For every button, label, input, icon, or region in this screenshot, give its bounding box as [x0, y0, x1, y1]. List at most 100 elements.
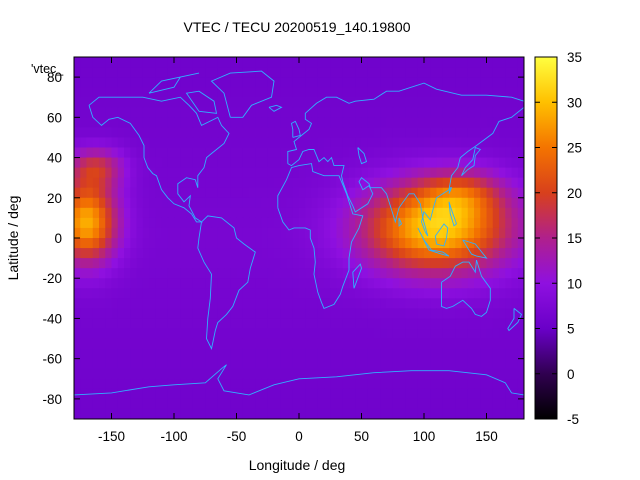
heatmap-cell [74, 227, 81, 239]
heatmap-cell [424, 137, 431, 148]
heatmap-cell [130, 157, 137, 169]
heatmap-cell [167, 67, 175, 78]
heatmap-cell [399, 308, 406, 319]
heatmap-cell [467, 338, 475, 350]
heatmap-cell [230, 318, 237, 329]
heatmap-cell [311, 117, 319, 128]
heatmap-cell [174, 338, 181, 350]
heatmap-cell [305, 167, 312, 179]
heatmap-cell [205, 77, 212, 88]
heatmap-cell [424, 328, 431, 340]
heatmap-cell [399, 67, 406, 78]
heatmap-cell [80, 217, 87, 229]
heatmap-cell [305, 388, 312, 400]
heatmap-cell [330, 318, 337, 329]
heatmap-cell [136, 207, 144, 219]
heatmap-cell [430, 227, 437, 239]
heatmap-cell [180, 197, 187, 209]
heatmap-cell [492, 298, 500, 309]
heatmap-cell [505, 398, 512, 410]
heatmap-cell [80, 137, 87, 148]
heatmap-cell [186, 298, 194, 309]
heatmap-cell [349, 328, 356, 340]
heatmap-cell [367, 127, 375, 138]
heatmap-cell [342, 87, 350, 98]
heatmap-cell [430, 127, 437, 138]
heatmap-cell [280, 177, 287, 189]
heatmap-cell [486, 388, 494, 400]
heatmap-cell [217, 197, 225, 209]
heatmap-cell [374, 137, 381, 148]
heatmap-cell [430, 117, 437, 128]
heatmap-cell [424, 358, 431, 370]
heatmap-cell [242, 57, 250, 68]
heatmap-cell [186, 408, 194, 420]
heatmap-cell [74, 117, 81, 128]
heatmap-cell [124, 348, 131, 360]
heatmap-cell [242, 238, 250, 249]
heatmap-cell [161, 227, 169, 239]
heatmap-cell [480, 87, 487, 98]
heatmap-cell [517, 368, 525, 380]
heatmap-cell [505, 227, 512, 239]
heatmap-cell [236, 258, 244, 269]
heatmap-cell [411, 298, 419, 309]
heatmap-cell [305, 127, 312, 138]
heatmap-cell [324, 157, 331, 169]
heatmap-cell [467, 408, 475, 420]
heatmap-cell [436, 227, 444, 239]
heatmap-cell [105, 278, 112, 289]
heatmap-cell [286, 408, 294, 420]
heatmap-cell [355, 157, 362, 169]
heatmap-cell [480, 368, 487, 380]
heatmap-cell [280, 318, 287, 329]
heatmap-cell [336, 217, 344, 229]
heatmap-cell [124, 288, 131, 299]
taiwan-coast [448, 187, 453, 194]
heatmap-cell [405, 308, 412, 319]
heatmap-cell [217, 288, 225, 299]
heatmap-cell [342, 67, 350, 78]
heatmap-cell [192, 238, 200, 249]
heatmap-cell [355, 358, 362, 370]
heatmap-cell [180, 268, 187, 279]
new-guinea-coast [462, 239, 488, 259]
heatmap-cell [449, 298, 456, 309]
heatmap-cell [280, 408, 287, 420]
heatmap-cell [367, 67, 375, 78]
heatmap-cell [255, 288, 262, 299]
heatmap-cell [442, 318, 450, 329]
heatmap-cell [499, 197, 506, 209]
heatmap-cell [330, 398, 337, 410]
heatmap-cell [436, 388, 444, 400]
heatmap-cell [342, 117, 350, 128]
heatmap-cell [74, 57, 81, 68]
heatmap-cell [199, 318, 206, 329]
heatmap-cell [224, 87, 231, 98]
heatmap-cell [242, 398, 250, 410]
heatmap-cell [142, 187, 150, 199]
heatmap-cell [86, 117, 94, 128]
heatmap-cell [99, 338, 106, 350]
heatmap-cell [474, 348, 481, 360]
heatmap-cell [436, 238, 444, 249]
heatmap-cell [317, 197, 325, 209]
heatmap-cell [167, 97, 175, 108]
heatmap-cell [167, 167, 175, 179]
heatmap-cell [474, 248, 481, 259]
heatmap-cell [217, 348, 225, 360]
heatmap-cell [211, 238, 219, 249]
heatmap-cell [242, 137, 250, 148]
heatmap-cell [217, 268, 225, 279]
heatmap-cell [105, 157, 112, 169]
heatmap-cell [417, 97, 425, 108]
heatmap-cell [199, 308, 206, 319]
heatmap-cell [274, 187, 281, 199]
heatmap-cell [499, 137, 506, 148]
heatmap-cell [324, 388, 331, 400]
heatmap-cell [86, 378, 94, 390]
heatmap-cell [124, 207, 131, 219]
heatmap-cell [211, 207, 219, 219]
heatmap-cell [174, 67, 181, 78]
heatmap-cell [174, 217, 181, 229]
